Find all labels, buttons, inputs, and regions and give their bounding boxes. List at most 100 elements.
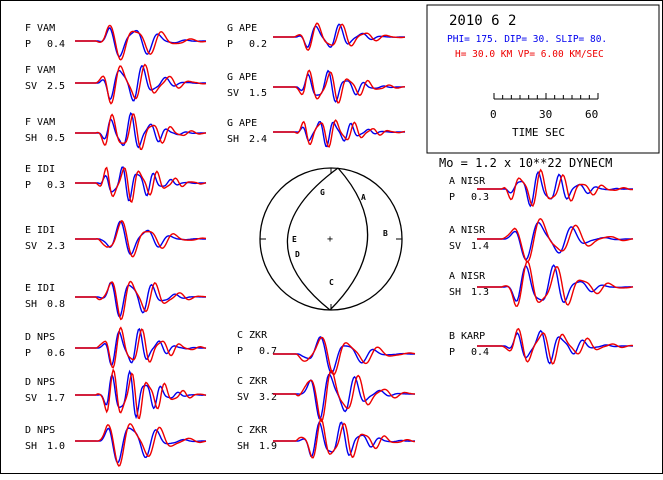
event-date: 2010 6 2 (449, 13, 516, 29)
waveform-panel: E IDI SV 2.3 (25, 219, 207, 258)
phase-label: P (237, 346, 243, 357)
synthetic-waveform (75, 326, 207, 369)
waveform-panel: A NISR P 0.3 (449, 168, 633, 208)
synthetic-waveform (477, 327, 634, 365)
time-scale-minor-ticks (493, 93, 599, 99)
synthetic-waveform (273, 69, 405, 104)
amplitude-value: 0.7 (259, 346, 277, 357)
station-name: C ZKR (237, 330, 268, 341)
phase-label: SH (25, 299, 37, 310)
time-tick-0: 0 (490, 108, 497, 121)
amplitude-value: 0.3 (471, 192, 489, 203)
phase-label: P (25, 180, 31, 191)
station-name: E IDI (25, 164, 55, 175)
observed-waveform (273, 421, 415, 457)
mechanism-text: PHI= 175. DIP= 30. SLIP= 80. (447, 34, 607, 45)
amplitude-value: 0.5 (47, 133, 65, 144)
time-axis-label: TIME SEC (512, 126, 565, 139)
waveform-panel: F VAM P 0.4 (25, 23, 207, 61)
waveform-panel: D NPS SV 1.7 (25, 368, 207, 420)
station-name: A NISR (449, 225, 486, 236)
station-name: E IDI (25, 225, 55, 236)
synthetic-waveform (273, 119, 406, 148)
amplitude-value: 2.4 (249, 134, 267, 145)
phase-label: P (25, 348, 31, 359)
observed-waveform (75, 427, 206, 464)
station-name: A NISR (449, 176, 486, 187)
amplitude-value: 0.8 (47, 299, 65, 310)
synthetic-waveform (477, 168, 633, 207)
amplitude-value: 1.9 (259, 441, 277, 452)
station-name: D NPS (25, 332, 55, 343)
nodal-plane-east (329, 167, 369, 311)
sphere-center-mark: + (327, 234, 333, 245)
synthetic-waveform (273, 336, 416, 376)
station-name: C ZKR (237, 425, 268, 436)
amplitude-value: 1.5 (249, 88, 267, 99)
phase-label: P (449, 192, 455, 203)
station-name: B KARP (449, 331, 485, 342)
waveform-panel: C ZKR SH 1.9 (237, 418, 416, 459)
waveform-panel: F VAM SV 2.5 (25, 63, 207, 105)
depth-velocity-text: H= 30.0 KM VP= 6.00 KM/SEC (455, 49, 604, 60)
phase-label: SH (25, 441, 37, 452)
synthetic-waveform (75, 368, 207, 420)
synthetic-waveform (75, 423, 207, 467)
waveform-panel: F VAM SH 0.5 (25, 111, 207, 151)
observed-waveform (273, 336, 415, 374)
station-label-d: D (295, 250, 300, 259)
station-label-c: C (329, 278, 334, 287)
phase-label: SV (227, 88, 239, 99)
station-name: E IDI (25, 283, 55, 294)
amplitude-value: 1.3 (471, 287, 489, 298)
waveform-panel: E IDI SH 0.8 (25, 280, 206, 321)
station-label-b: B (383, 229, 388, 238)
synthetic-waveform (477, 260, 634, 307)
synthetic-waveform (477, 218, 634, 263)
phase-label: SH (227, 134, 239, 145)
waveform-panel: A NISR SV 1.4 (449, 218, 634, 263)
synthetic-waveform (273, 418, 416, 459)
observed-waveform (273, 373, 415, 420)
waveform-panel: E IDI P 0.3 (25, 164, 207, 204)
phase-label: SH (25, 133, 37, 144)
time-tick-60: 60 (585, 108, 598, 121)
waveform-panel: C ZKR P 0.7 (237, 330, 416, 376)
phase-label: P (25, 39, 31, 50)
amplitude-value: 0.3 (47, 180, 65, 191)
waveform-panel: B KARP P 0.4 (449, 327, 634, 365)
station-name: G APE (227, 118, 257, 129)
synthetic-waveform (75, 24, 207, 61)
amplitude-value: 2.5 (47, 81, 65, 92)
observed-waveform (273, 120, 405, 148)
synthetic-waveform (273, 22, 406, 51)
station-name: F VAM (25, 117, 55, 128)
phase-label: SH (449, 287, 461, 298)
amplitude-value: 0.6 (47, 348, 65, 359)
station-name: D NPS (25, 377, 55, 388)
amplitude-value: 2.3 (47, 241, 65, 252)
phase-label: SH (237, 441, 249, 452)
station-label-g: G (320, 188, 325, 197)
observed-waveform (75, 27, 206, 58)
synthetic-waveform (75, 63, 207, 105)
phase-label: SV (25, 241, 37, 252)
amplitude-value: 1.0 (47, 441, 65, 452)
synthetic-waveform (75, 166, 207, 204)
synthetic-waveform (273, 369, 416, 423)
amplitude-value: 1.4 (471, 241, 489, 252)
waveform-panel: A NISR SH 1.3 (449, 260, 634, 307)
header-box (426, 4, 660, 154)
station-name: F VAM (25, 23, 55, 34)
station-name: G APE (227, 23, 257, 34)
waveform-panel: D NPS SH 1.0 (25, 423, 207, 467)
synthetic-waveform (75, 280, 206, 321)
synthetic-waveform (75, 219, 207, 258)
station-name: A NISR (449, 271, 486, 282)
focal-mechanism-sphere: + G A B E D C (259, 167, 403, 311)
amplitude-value: 0.4 (471, 347, 489, 358)
amplitude-value: 0.2 (249, 39, 267, 50)
amplitude-value: 0.4 (47, 39, 65, 50)
